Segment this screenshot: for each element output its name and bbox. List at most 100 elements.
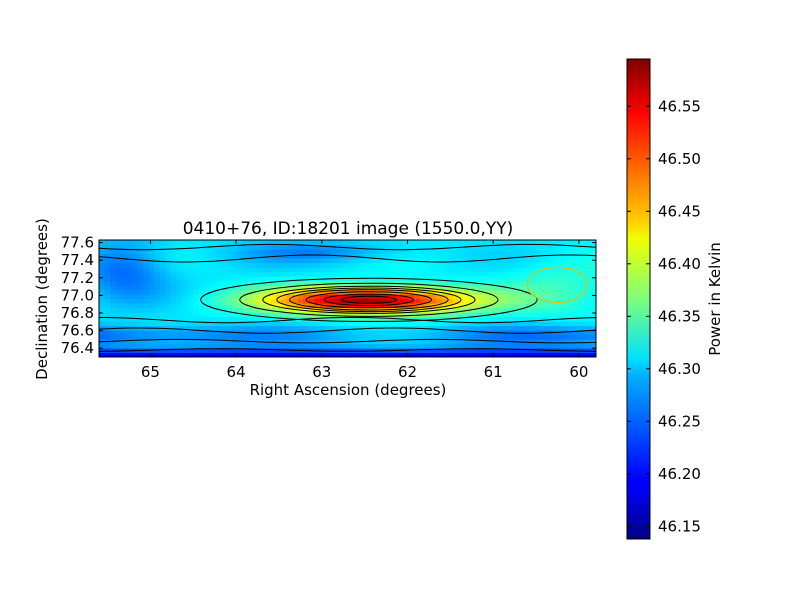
heatmap-cell: [209, 271, 216, 277]
heatmap-cell: [540, 280, 547, 286]
heatmap-cell: [176, 258, 183, 264]
heatmap-cell: [513, 343, 520, 349]
heatmap-cell: [181, 271, 188, 277]
heatmap-cell: [330, 285, 338, 291]
heatmap-cell: [308, 334, 315, 340]
heatmap-cell: [325, 316, 332, 322]
heatmap-cell: [540, 249, 547, 255]
heatmap-cell: [397, 298, 404, 304]
heatmap-cell: [264, 303, 271, 309]
heatmap-cell: [248, 312, 255, 318]
heatmap-cell: [386, 352, 393, 357]
heatmap-cell: [181, 244, 188, 250]
heatmap-cell: [325, 343, 332, 349]
heatmap-cell: [568, 244, 575, 250]
heatmap-cell: [286, 267, 293, 273]
heatmap-cell: [463, 253, 470, 259]
heatmap-cell: [435, 339, 442, 345]
heatmap-cell: [474, 343, 481, 349]
heatmap-cell: [402, 334, 409, 340]
beam-ellipse: [526, 266, 589, 304]
heatmap-cell: [292, 325, 299, 331]
heatmap-cell: [253, 280, 260, 286]
heatmap-cell: [330, 343, 338, 349]
heatmap-cell: [529, 240, 536, 246]
heatmap-cell: [115, 244, 122, 250]
heatmap-cell: [104, 307, 111, 313]
heatmap-cell: [275, 267, 282, 273]
heatmap-cell: [435, 348, 442, 354]
heatmap-cell: [214, 289, 222, 295]
heatmap-cell: [170, 339, 177, 345]
heatmap-cell: [485, 244, 492, 250]
heatmap-cell: [529, 289, 536, 295]
heatmap-cell: [264, 253, 271, 259]
heatmap-cell: [336, 348, 343, 354]
heatmap-cell: [231, 348, 238, 354]
heatmap-cell: [143, 262, 150, 268]
heatmap-cell: [408, 348, 415, 354]
heatmap-cell: [198, 253, 205, 259]
heatmap-cell: [297, 258, 304, 264]
heatmap-cell: [468, 330, 476, 336]
heatmap-cell: [507, 334, 514, 340]
heatmap-cell: [253, 334, 260, 340]
heatmap-cell: [535, 312, 542, 318]
heatmap-cell: [397, 249, 404, 255]
heatmap-cell: [132, 249, 139, 255]
heatmap-cell: [170, 325, 177, 331]
heatmap-cell: [413, 267, 420, 273]
heatmap-cell: [435, 321, 442, 327]
heatmap-cell: [330, 249, 338, 255]
heatmap-cell: [336, 325, 343, 331]
heatmap-cell: [546, 294, 553, 300]
heatmap-cell: [402, 303, 409, 309]
heatmap-cell: [386, 298, 393, 304]
heatmap-cell: [551, 307, 558, 313]
heatmap-cell: [485, 307, 492, 313]
heatmap-cell: [270, 294, 277, 300]
heatmap-cell: [491, 316, 498, 322]
heatmap-cell: [137, 303, 144, 309]
heatmap-cell: [551, 258, 558, 264]
heatmap-cell: [165, 289, 172, 295]
heatmap-cell: [524, 249, 531, 255]
heatmap-cell: [187, 334, 194, 340]
heatmap-cell: [375, 249, 382, 255]
heatmap-cell: [110, 352, 117, 357]
heatmap-cell: [264, 249, 271, 255]
heatmap-cell: [137, 330, 144, 336]
heatmap-cell: [568, 303, 575, 309]
heatmap-cell: [557, 352, 564, 357]
heatmap-cell: [557, 298, 564, 304]
heatmap-cell: [176, 330, 183, 336]
heatmap-cell: [226, 321, 233, 327]
heatmap-cell: [529, 298, 536, 304]
heatmap-cell: [336, 343, 343, 349]
heatmap-cell: [518, 307, 525, 313]
y-tick-label: 76.6: [61, 322, 94, 340]
heatmap-cell: [181, 352, 188, 357]
heatmap-cell: [137, 262, 144, 268]
heatmap-cell: [579, 307, 586, 313]
heatmap-cell: [148, 267, 155, 273]
heatmap-cell: [159, 276, 166, 282]
heatmap-cell: [270, 312, 277, 318]
heatmap-cell: [143, 271, 150, 277]
heatmap-cell: [192, 244, 199, 250]
heatmap-cell: [446, 280, 454, 286]
colorbar-tick-label: 46.35: [658, 307, 701, 325]
heatmap-cell: [518, 334, 525, 340]
heatmap-cell: [546, 343, 553, 349]
heatmap-cell: [568, 339, 575, 345]
heatmap-cell: [242, 298, 249, 304]
heatmap-cell: [480, 294, 487, 300]
heatmap-cell: [573, 280, 581, 286]
heatmap-cell: [325, 334, 332, 340]
heatmap-cell: [579, 334, 586, 340]
heatmap-cell: [275, 303, 282, 309]
heatmap-cell: [121, 307, 128, 313]
heatmap-cell: [275, 280, 282, 286]
heatmap-cell: [524, 334, 531, 340]
heatmap-cell: [419, 276, 426, 282]
